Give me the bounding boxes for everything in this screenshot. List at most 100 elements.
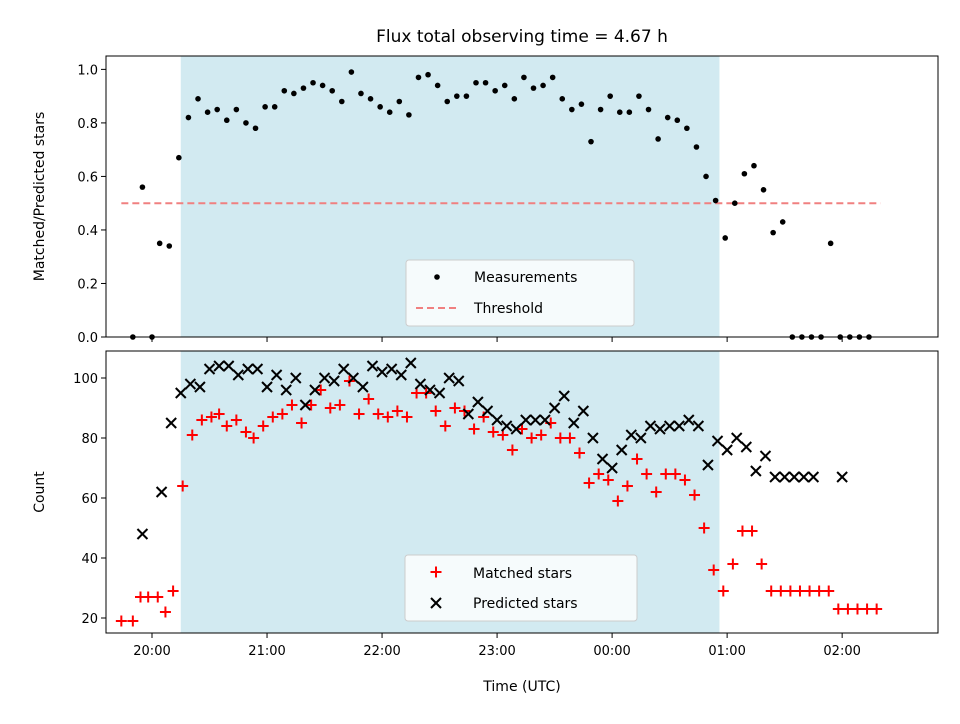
predicted-star-point	[357, 381, 369, 393]
predicted-star-point	[836, 471, 848, 483]
matched-star-point	[401, 411, 413, 423]
matched-star-point	[468, 423, 480, 435]
legend-measurement-marker	[434, 274, 440, 280]
matched-star-point	[221, 420, 233, 432]
measurement-point	[607, 93, 613, 99]
measurement-point	[655, 136, 661, 142]
ratio-x-ticks	[151, 337, 843, 342]
predicted-star-point	[769, 471, 781, 483]
measurement-point	[770, 229, 776, 236]
legend-measurements-label: Measurements	[474, 270, 577, 286]
matched-star-point	[152, 591, 164, 603]
ratio-legend: Measurements Threshold	[405, 259, 635, 327]
measurement-point	[588, 138, 594, 145]
matched-star-point	[794, 585, 806, 597]
measurement-point	[684, 125, 690, 132]
predicted-star-point	[270, 369, 283, 381]
measurement-point	[358, 90, 364, 97]
y-tick-label: 20	[81, 612, 98, 627]
measurement-point	[338, 98, 345, 105]
measurement-point	[195, 96, 201, 102]
predicted-star-point	[175, 387, 187, 399]
x-tick-label: 20:00	[133, 644, 170, 659]
matched-star-point	[324, 402, 336, 414]
predicted-star-point	[405, 357, 417, 369]
measurement-point	[741, 170, 748, 177]
x-tick-label: 00:00	[593, 644, 630, 659]
predicted-star-point	[443, 372, 455, 384]
count-y-axis-label: Count	[32, 471, 48, 513]
matched-star-point	[296, 417, 308, 429]
predicted-star-point	[328, 375, 340, 387]
measurement-point	[214, 106, 220, 113]
measurement-point	[262, 104, 268, 110]
predicted-star-point	[654, 423, 666, 435]
predicted-star-point	[472, 396, 484, 408]
predicted-star-point	[721, 444, 733, 456]
legend-box	[405, 259, 635, 327]
predicted-star-point	[587, 432, 599, 444]
predicted-star-point	[299, 399, 312, 411]
matched-star-point	[497, 429, 509, 441]
measurement-point	[492, 87, 498, 94]
y-tick-label: 80	[81, 432, 98, 447]
matched-star-point	[257, 420, 269, 432]
predicted-star-point	[261, 381, 273, 393]
predicted-star-point	[136, 528, 149, 540]
predicted-star-point	[548, 402, 561, 414]
measurement-point	[549, 74, 556, 81]
matched-star-point	[765, 585, 777, 597]
predicted-star-point	[242, 363, 254, 375]
measurement-point	[751, 162, 757, 169]
measurement-point	[281, 87, 288, 94]
predicted-star-point	[539, 414, 551, 426]
predicted-star-point	[568, 417, 580, 429]
matched-star-point	[159, 606, 171, 618]
matched-star-point	[248, 432, 260, 444]
predicted-star-point	[510, 423, 522, 435]
predicted-star-point	[366, 360, 379, 372]
y-tick-label: 60	[81, 492, 98, 507]
predicted-star-point	[433, 387, 446, 399]
y-tick-label: 100	[73, 372, 98, 387]
matched-star-point	[167, 585, 179, 597]
matched-star-point	[842, 603, 854, 615]
measurement-point	[511, 96, 518, 102]
matched-star-point	[823, 585, 835, 597]
predicted-star-point	[635, 432, 647, 444]
predicted-star-point	[309, 384, 321, 396]
predicted-star-point	[798, 471, 810, 483]
predicted-star-point	[222, 360, 235, 372]
ratio-y-axis-label: Matched/Predicted stars	[32, 112, 48, 282]
measurement-point	[156, 240, 163, 247]
measurement-point	[473, 79, 479, 86]
predicted-star-point	[155, 486, 168, 498]
matched-star-point	[804, 585, 816, 597]
predicted-star-point	[290, 372, 302, 384]
matched-star-point	[679, 474, 691, 486]
predicted-star-point	[625, 429, 637, 441]
measurement-point	[367, 96, 374, 102]
predicted-star-point	[759, 450, 772, 462]
measurement-point	[712, 197, 719, 204]
matched-star-point	[535, 429, 547, 441]
predicted-star-point	[338, 363, 350, 375]
predicted-star-point	[280, 384, 292, 396]
predicted-star-point	[683, 414, 695, 426]
matched-star-point	[851, 603, 863, 615]
measurement-point	[252, 125, 259, 132]
predicted-star-point	[615, 444, 628, 456]
measurement-point	[166, 243, 173, 249]
predicted-star-point	[750, 465, 762, 477]
measurement-point	[185, 114, 192, 121]
predicted-star-point	[692, 420, 705, 432]
matched-star-point	[602, 474, 614, 486]
measurement-point	[779, 219, 786, 225]
matched-star-point	[478, 411, 490, 423]
count-axes-frame	[105, 350, 939, 634]
matched-star-point	[363, 393, 375, 405]
measurement-point	[703, 173, 709, 180]
measurement-point	[597, 106, 604, 113]
matched-star-point	[612, 495, 624, 507]
measurement-point	[521, 74, 527, 81]
